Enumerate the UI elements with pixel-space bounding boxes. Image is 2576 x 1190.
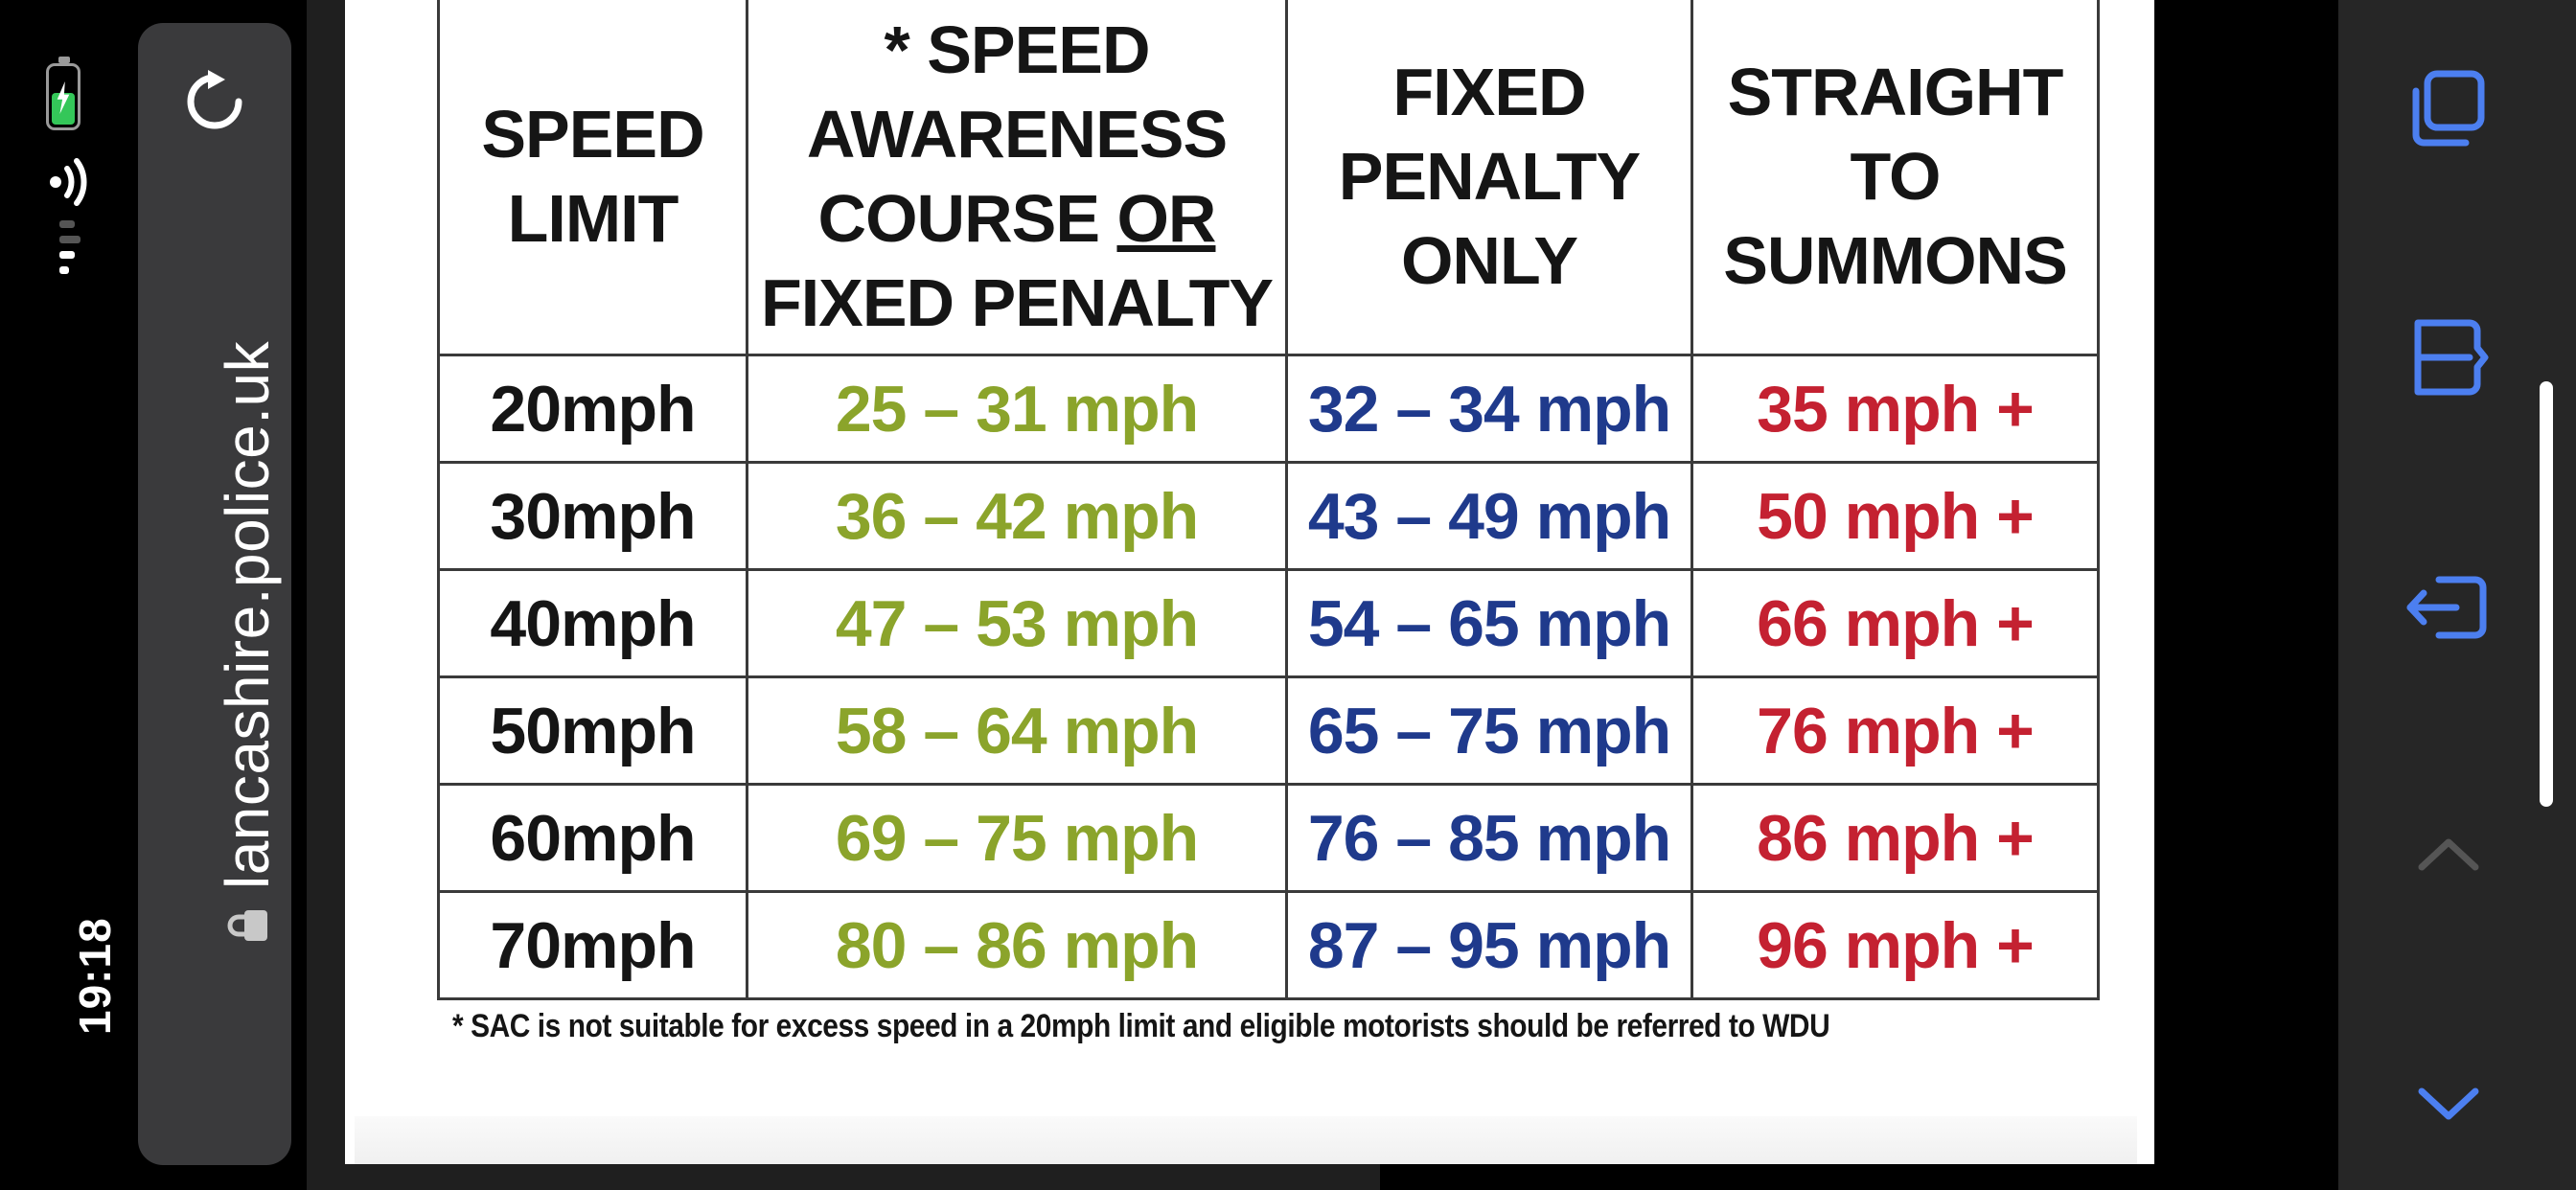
header-speed-limit: SPEED LIMIT bbox=[437, 0, 748, 356]
battery-icon bbox=[46, 57, 80, 130]
cell-awareness-range: 69 – 75 mph bbox=[746, 783, 1288, 893]
cell-fixed-penalty-range: 87 – 95 mph bbox=[1285, 890, 1693, 1000]
table-row: 30mph 36 – 42 mph 43 – 49 mph 50 mph + bbox=[437, 461, 2100, 571]
bookmarks-icon bbox=[2414, 319, 2489, 396]
wifi-icon bbox=[50, 158, 87, 206]
cell-summons-threshold: 76 mph + bbox=[1690, 675, 2100, 786]
table-footnote: * SAC is not suitable for excess speed i… bbox=[452, 1008, 1830, 1044]
cell-summons-threshold: 96 mph + bbox=[1690, 890, 2100, 1000]
cell-awareness-range: 58 – 64 mph bbox=[746, 675, 1288, 786]
tabs-icon bbox=[2412, 70, 2485, 147]
page-down-icon bbox=[2418, 1087, 2479, 1120]
scrollbar-thumb[interactable] bbox=[2540, 381, 2553, 807]
cell-summons-threshold: 50 mph + bbox=[1690, 461, 2100, 571]
address-bar[interactable]: lancashire.police.uk bbox=[138, 23, 291, 1165]
speed-penalty-table: SPEED LIMIT * SPEED AWARENESS COURSE OR … bbox=[437, 0, 2100, 1000]
share-button[interactable] bbox=[2396, 554, 2501, 659]
header-fixed-penalty: FIXED PENALTY ONLY bbox=[1285, 0, 1693, 356]
cell-summons-threshold: 66 mph + bbox=[1690, 568, 2100, 678]
lock-icon bbox=[227, 910, 267, 941]
page-up-button[interactable] bbox=[2396, 803, 2501, 908]
share-icon bbox=[2406, 576, 2487, 639]
reload-icon bbox=[187, 70, 242, 129]
reload-button[interactable] bbox=[178, 65, 251, 138]
cell-fixed-penalty-range: 43 – 49 mph bbox=[1285, 461, 1693, 571]
document-page: SPEED LIMIT * SPEED AWARENESS COURSE OR … bbox=[345, 0, 2154, 1164]
cell-summons-threshold: 86 mph + bbox=[1690, 783, 2100, 893]
cell-awareness-range: 47 – 53 mph bbox=[746, 568, 1288, 678]
cell-fixed-penalty-range: 76 – 85 mph bbox=[1285, 783, 1693, 893]
cell-speed-limit: 50mph bbox=[437, 675, 748, 786]
table-row: 20mph 25 – 31 mph 32 – 34 mph 35 mph + bbox=[437, 354, 2100, 464]
url-text: lancashire.police.uk bbox=[213, 340, 282, 889]
page-up-icon bbox=[2418, 838, 2479, 871]
cell-speed-limit: 30mph bbox=[437, 461, 748, 571]
page-down-button[interactable] bbox=[2396, 1052, 2501, 1157]
table-row: 70mph 80 – 86 mph 87 – 95 mph 96 mph + bbox=[437, 890, 2100, 1000]
bookmarks-button[interactable] bbox=[2396, 305, 2501, 410]
cell-summons-threshold: 35 mph + bbox=[1690, 354, 2100, 464]
table-row: 50mph 58 – 64 mph 65 – 75 mph 76 mph + bbox=[437, 675, 2100, 786]
cell-fixed-penalty-range: 32 – 34 mph bbox=[1285, 354, 1693, 464]
cell-fixed-penalty-range: 54 – 65 mph bbox=[1285, 568, 1693, 678]
header-straight-to-summons: STRAIGHT TO SUMMONS bbox=[1690, 0, 2100, 356]
table-header-row: SPEED LIMIT * SPEED AWARENESS COURSE OR … bbox=[437, 0, 2100, 356]
cell-speed-limit: 20mph bbox=[437, 354, 748, 464]
browser-toolbar bbox=[2338, 0, 2576, 1190]
cell-speed-limit: 40mph bbox=[437, 568, 748, 678]
header-speed-awareness: * SPEED AWARENESS COURSE OR FIXED PENALT… bbox=[746, 0, 1288, 356]
cell-awareness-range: 80 – 86 mph bbox=[746, 890, 1288, 1000]
cell-awareness-range: 25 – 31 mph bbox=[746, 354, 1288, 464]
url-display[interactable]: lancashire.police.uk bbox=[213, 340, 282, 943]
cell-fixed-penalty-range: 65 – 75 mph bbox=[1285, 675, 1693, 786]
status-bar: 19:18 bbox=[0, 0, 138, 1190]
tabs-button[interactable] bbox=[2396, 56, 2501, 161]
cell-awareness-range: 36 – 42 mph bbox=[746, 461, 1288, 571]
cell-speed-limit: 70mph bbox=[437, 890, 748, 1000]
table-row: 60mph 69 – 75 mph 76 – 85 mph 86 mph + bbox=[437, 783, 2100, 893]
cellular-signal-icon bbox=[59, 220, 80, 274]
status-time: 19:18 bbox=[70, 917, 120, 1035]
cell-speed-limit: 60mph bbox=[437, 783, 748, 893]
table-row: 40mph 47 – 53 mph 54 – 65 mph 66 mph + bbox=[437, 568, 2100, 678]
